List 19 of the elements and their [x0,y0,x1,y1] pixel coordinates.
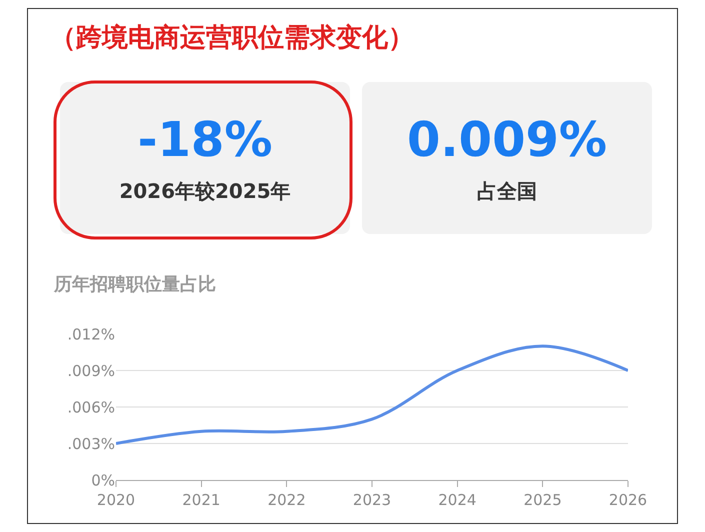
y-tick-label: .012% [67,325,115,344]
text: 2026年较2025年 [118,178,292,205]
text: 占全国 [476,178,538,205]
x-tick-label: 2025 [524,491,562,509]
chart-title: 历年招聘职位量占比 [54,273,216,296]
x-tick-label: 2020 [96,491,136,509]
line-series [116,344,628,445]
x-tick-label: 2024 [438,491,476,509]
text: （跨境电商运营职位需求变化） [50,22,414,55]
x-tick-label: 2026 [608,491,648,509]
x-tick-label: 2023 [352,491,392,509]
y-tick-label: .006% [67,398,115,416]
y-tick-label: .003% [67,434,115,453]
text: -18% [136,112,274,168]
text: 0.009% [406,112,608,168]
y-tick-label: .009% [67,362,115,380]
y-tick-label: 0% [91,471,115,490]
x-tick-label: 2021 [182,491,220,509]
x-tick-label: 2022 [268,491,306,509]
